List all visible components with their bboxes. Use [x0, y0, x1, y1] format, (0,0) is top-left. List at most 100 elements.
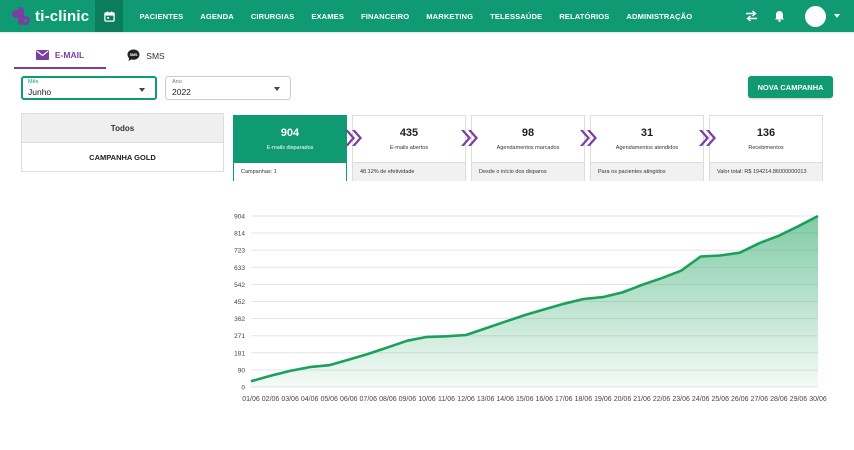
year-select-label: Ano [172, 79, 182, 85]
nav-item-financeiro[interactable]: FINANCEIRO [361, 11, 410, 21]
funnel-card-label: E-mails abertos [389, 145, 429, 151]
x-tick-label: 05/06 [320, 396, 338, 403]
year-select[interactable]: Ano 2022 [165, 76, 291, 100]
x-tick-label: 19/06 [594, 396, 612, 403]
x-tick-label: 20/06 [614, 396, 632, 403]
nav-item-exames[interactable]: EXAMES [311, 11, 344, 21]
x-tick-label: 29/06 [790, 396, 808, 403]
avatar[interactable] [805, 5, 826, 27]
funnel-card-value: 136 [756, 127, 776, 139]
nav-item-pacientes[interactable]: PACIENTES [139, 11, 184, 21]
x-tick-label: 24/06 [692, 396, 710, 403]
top-navbar: ti-clinic PACIENTES AGENDA CIRURGIAS EXAMES… [0, 0, 854, 32]
notifications-button[interactable] [771, 8, 787, 24]
x-tick-label: 28/06 [770, 396, 788, 403]
campaign-list: Todos CAMPANHA GOLD [21, 113, 224, 172]
nav-item-cirurgias[interactable]: CIRURGIAS [250, 11, 295, 21]
tab-email[interactable]: E-MAIL [14, 42, 106, 69]
x-tick-label: 15/06 [516, 396, 534, 403]
chart-line [250, 214, 819, 383]
campaign-item[interactable]: CAMPANHA GOLD [89, 153, 156, 162]
x-tick-label: 16/06 [536, 396, 554, 403]
funnel-card-label: Agendamentos atendidos [615, 145, 679, 151]
funnel-card-value: 98 [521, 127, 535, 139]
sms-icon: SMS [127, 49, 140, 62]
chart-area [251, 216, 818, 387]
chevron-down-icon [139, 88, 145, 92]
chevron-right-icon [344, 128, 364, 148]
svg-text:SMS: SMS [130, 53, 138, 57]
x-tick-label: 27/06 [751, 396, 769, 403]
funnel-card-value: 31 [640, 127, 654, 139]
x-tick-label: 13/06 [477, 396, 495, 403]
month-select[interactable]: Mês Junho [21, 76, 157, 100]
x-tick-label: 06/06 [340, 396, 358, 403]
x-tick-label: 12/06 [457, 396, 475, 403]
x-tick-label: 07/06 [360, 396, 378, 403]
x-tick-label: 01/06 [242, 396, 260, 403]
x-tick-label: 11/06 [438, 396, 455, 403]
y-tick-label: 271 [234, 333, 245, 340]
nav-item-telessaude[interactable]: TELESSAÚDE [490, 11, 543, 21]
chevron-right-icon [698, 128, 718, 148]
funnel-card-footer: Valor total: R$ 194214.86000000013 [710, 162, 822, 181]
calendar-icon [103, 10, 115, 22]
campaign-list-all[interactable]: Todos [22, 114, 223, 143]
funnel-card[interactable]: 904 E-mails disparados Campanhas: 1 [233, 115, 347, 181]
x-tick-label: 30/06 [809, 396, 827, 403]
funnel-card-value: 435 [399, 127, 419, 139]
y-tick-label: 814 [234, 231, 245, 238]
funnel-card[interactable]: 435 E-mails abertos 48.12% de efetividade [352, 115, 466, 181]
funnel-card-footer: 48.12% de efetividade [353, 162, 465, 181]
funnel-card[interactable]: 31 Agendamentos atendidos Para os paciente… [590, 115, 704, 181]
funnel-card[interactable]: 98 Agendamentos marcados Desde o início do… [471, 115, 585, 181]
x-tick-label: 03/06 [281, 396, 299, 403]
nav-item-administracao[interactable]: ADMINISTRAÇÃO [626, 11, 693, 21]
funnel-card[interactable]: 136 Recebimentos Valor total: R$ 194214.86… [709, 115, 823, 181]
chevron-down-icon [274, 87, 280, 91]
funnel-card-value: 904 [280, 127, 300, 139]
year-select-value: 2022 [172, 87, 191, 97]
chevron-right-icon [579, 128, 599, 148]
nav-item-relatorios[interactable]: RELATÓRIOS [559, 11, 610, 21]
logo-icon [12, 7, 30, 25]
y-tick-label: 362 [234, 316, 245, 323]
x-tick-label: 09/06 [399, 396, 417, 403]
funnel-card-footer: Para os pacientes atingidos [591, 162, 703, 181]
x-tick-label: 14/06 [496, 396, 514, 403]
y-tick-label: 0 [241, 385, 245, 392]
chevron-down-icon[interactable] [834, 14, 840, 18]
x-tick-label: 17/06 [555, 396, 573, 403]
x-tick-label: 23/06 [672, 396, 690, 403]
new-campaign-button[interactable]: NOVA CAMPANHA [748, 76, 833, 98]
logo[interactable]: ti-clinic [0, 0, 95, 32]
x-tick-label: 02/06 [262, 396, 280, 403]
y-tick-label: 452 [234, 299, 245, 306]
y-tick-label: 723 [234, 248, 245, 255]
main-nav: PACIENTES AGENDA CIRURGIAS EXAMES FINANCEIRO… [131, 0, 701, 32]
month-select-label: Mês [28, 79, 39, 85]
calendar-button[interactable] [95, 0, 123, 32]
month-select-value: Junho [28, 87, 52, 97]
funnel-card-label: Recebimentos [748, 145, 784, 151]
tab-sms[interactable]: SMS SMS [114, 42, 178, 69]
x-tick-label: 22/06 [653, 396, 671, 403]
y-tick-label: 90 [238, 367, 246, 374]
nav-item-marketing[interactable]: MARKETING [426, 11, 474, 21]
x-tick-label: 08/06 [379, 396, 397, 403]
y-tick-label: 904 [234, 214, 245, 221]
funnel-card-footer: Campanhas: 1 [234, 162, 346, 181]
x-tick-label: 04/06 [301, 396, 319, 403]
x-tick-label: 10/06 [418, 396, 436, 403]
tab-email-label: E-MAIL [54, 49, 85, 60]
x-tick-label: 25/06 [711, 396, 729, 403]
nav-item-agenda[interactable]: AGENDA [200, 11, 234, 21]
bell-icon [774, 11, 784, 22]
funnel-card-footer: Desde o início dos disparos [472, 162, 584, 181]
swap-arrows-icon [745, 10, 757, 22]
funnel-card-label: Agendamentos marcados [496, 145, 560, 151]
swap-arrows-button[interactable] [743, 8, 759, 24]
y-tick-label: 633 [234, 265, 245, 272]
chevron-right-icon [460, 128, 480, 148]
x-tick-label: 26/06 [731, 396, 749, 403]
